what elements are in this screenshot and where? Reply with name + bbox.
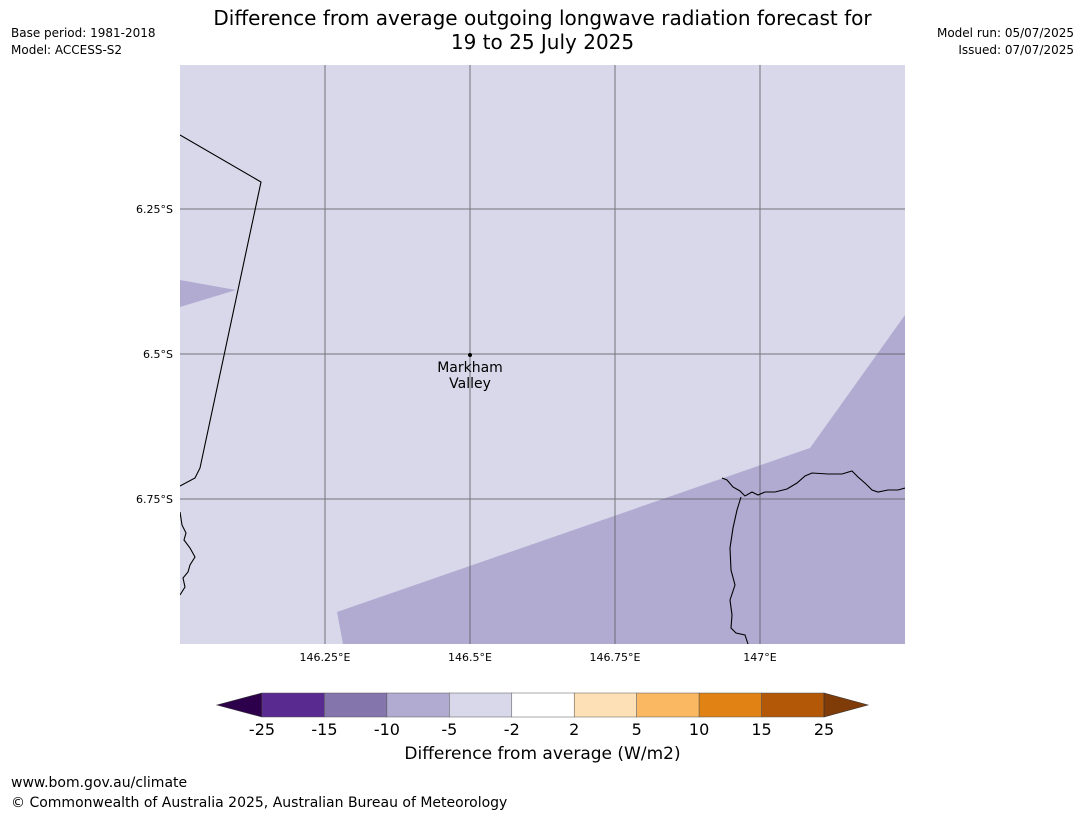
lon-tick-label: 146.5°E <box>448 651 492 664</box>
colorbar-extend-high <box>823 692 870 718</box>
colorbar-segment <box>636 692 700 718</box>
colorbar-tick-label: -2 <box>504 720 520 739</box>
model-text: Model: ACCESS-S2 <box>11 43 123 57</box>
colorbar-segment <box>386 692 450 718</box>
graticule <box>180 65 905 644</box>
issued-text: Issued: 07/07/2025 <box>958 43 1074 57</box>
colorbar: -25 -15 -10 -5 -2 2 5 10 15 25 <box>215 692 870 739</box>
title-line-2: 19 to 25 July 2025 <box>450 30 635 54</box>
colorbar-segment <box>449 692 513 718</box>
colorbar-label: Difference from average (W/m2) <box>404 744 681 764</box>
title-line-1: Difference from average outgoing longwav… <box>213 6 872 30</box>
base-period-text: Base period: 1981-2018 <box>11 26 156 40</box>
colorbar-segment <box>261 692 325 718</box>
coastline-east <box>721 470 905 497</box>
footer-url: www.bom.gov.au/climate <box>11 775 188 791</box>
model-run-text: Model run: 05/07/2025 <box>936 26 1074 40</box>
footer-copyright: © Commonwealth of Australia 2025, Austra… <box>11 795 508 811</box>
map-panel <box>180 65 905 644</box>
coastlines-and-borders <box>180 134 905 644</box>
colorbar-segment <box>761 692 825 718</box>
lon-tick-label: 146.75°E <box>590 651 641 664</box>
colorbar-tick-label: -10 <box>374 720 400 739</box>
lat-tick-label: 6.25°S <box>136 203 173 216</box>
metadata-right: Model run: 05/07/2025 Issued: 07/07/2025 <box>937 25 1074 59</box>
place-marker <box>468 353 472 357</box>
lat-tick-label: 6.75°S <box>136 493 173 506</box>
river-line <box>729 496 749 644</box>
map-title: Difference from average outgoing longwav… <box>180 6 905 54</box>
anomaly-region-southeast <box>337 315 905 644</box>
lon-tick-label: 147°E <box>743 651 776 664</box>
colorbar-tick-label: 25 <box>814 720 834 739</box>
place-label-line-1: Markham <box>437 360 503 376</box>
colorbar-tick-label: 2 <box>569 720 579 739</box>
colorbar-tick-label: 5 <box>632 720 642 739</box>
colorbar-tick-label: -5 <box>441 720 457 739</box>
anomaly-region-west <box>180 280 236 307</box>
colorbar-tick-label: 15 <box>751 720 771 739</box>
lat-tick-label: 6.5°S <box>143 348 173 361</box>
colorbar-segment <box>573 692 637 718</box>
colorbar-extend-low <box>215 692 263 718</box>
place-label-line-2: Valley <box>449 376 491 392</box>
colorbar-tick-label: -15 <box>311 720 337 739</box>
colorbar-segment <box>511 692 575 718</box>
colorbar-segment <box>324 692 388 718</box>
colorbar-segment <box>698 692 762 718</box>
coastline-west <box>180 511 196 596</box>
colorbar-tick-label: 10 <box>689 720 709 739</box>
colorbar-tick-label: -25 <box>249 720 275 739</box>
metadata-left: Base period: 1981-2018 Model: ACCESS-S2 <box>11 25 156 59</box>
province-border-line <box>180 134 262 487</box>
lon-tick-label: 146.25°E <box>300 651 351 664</box>
